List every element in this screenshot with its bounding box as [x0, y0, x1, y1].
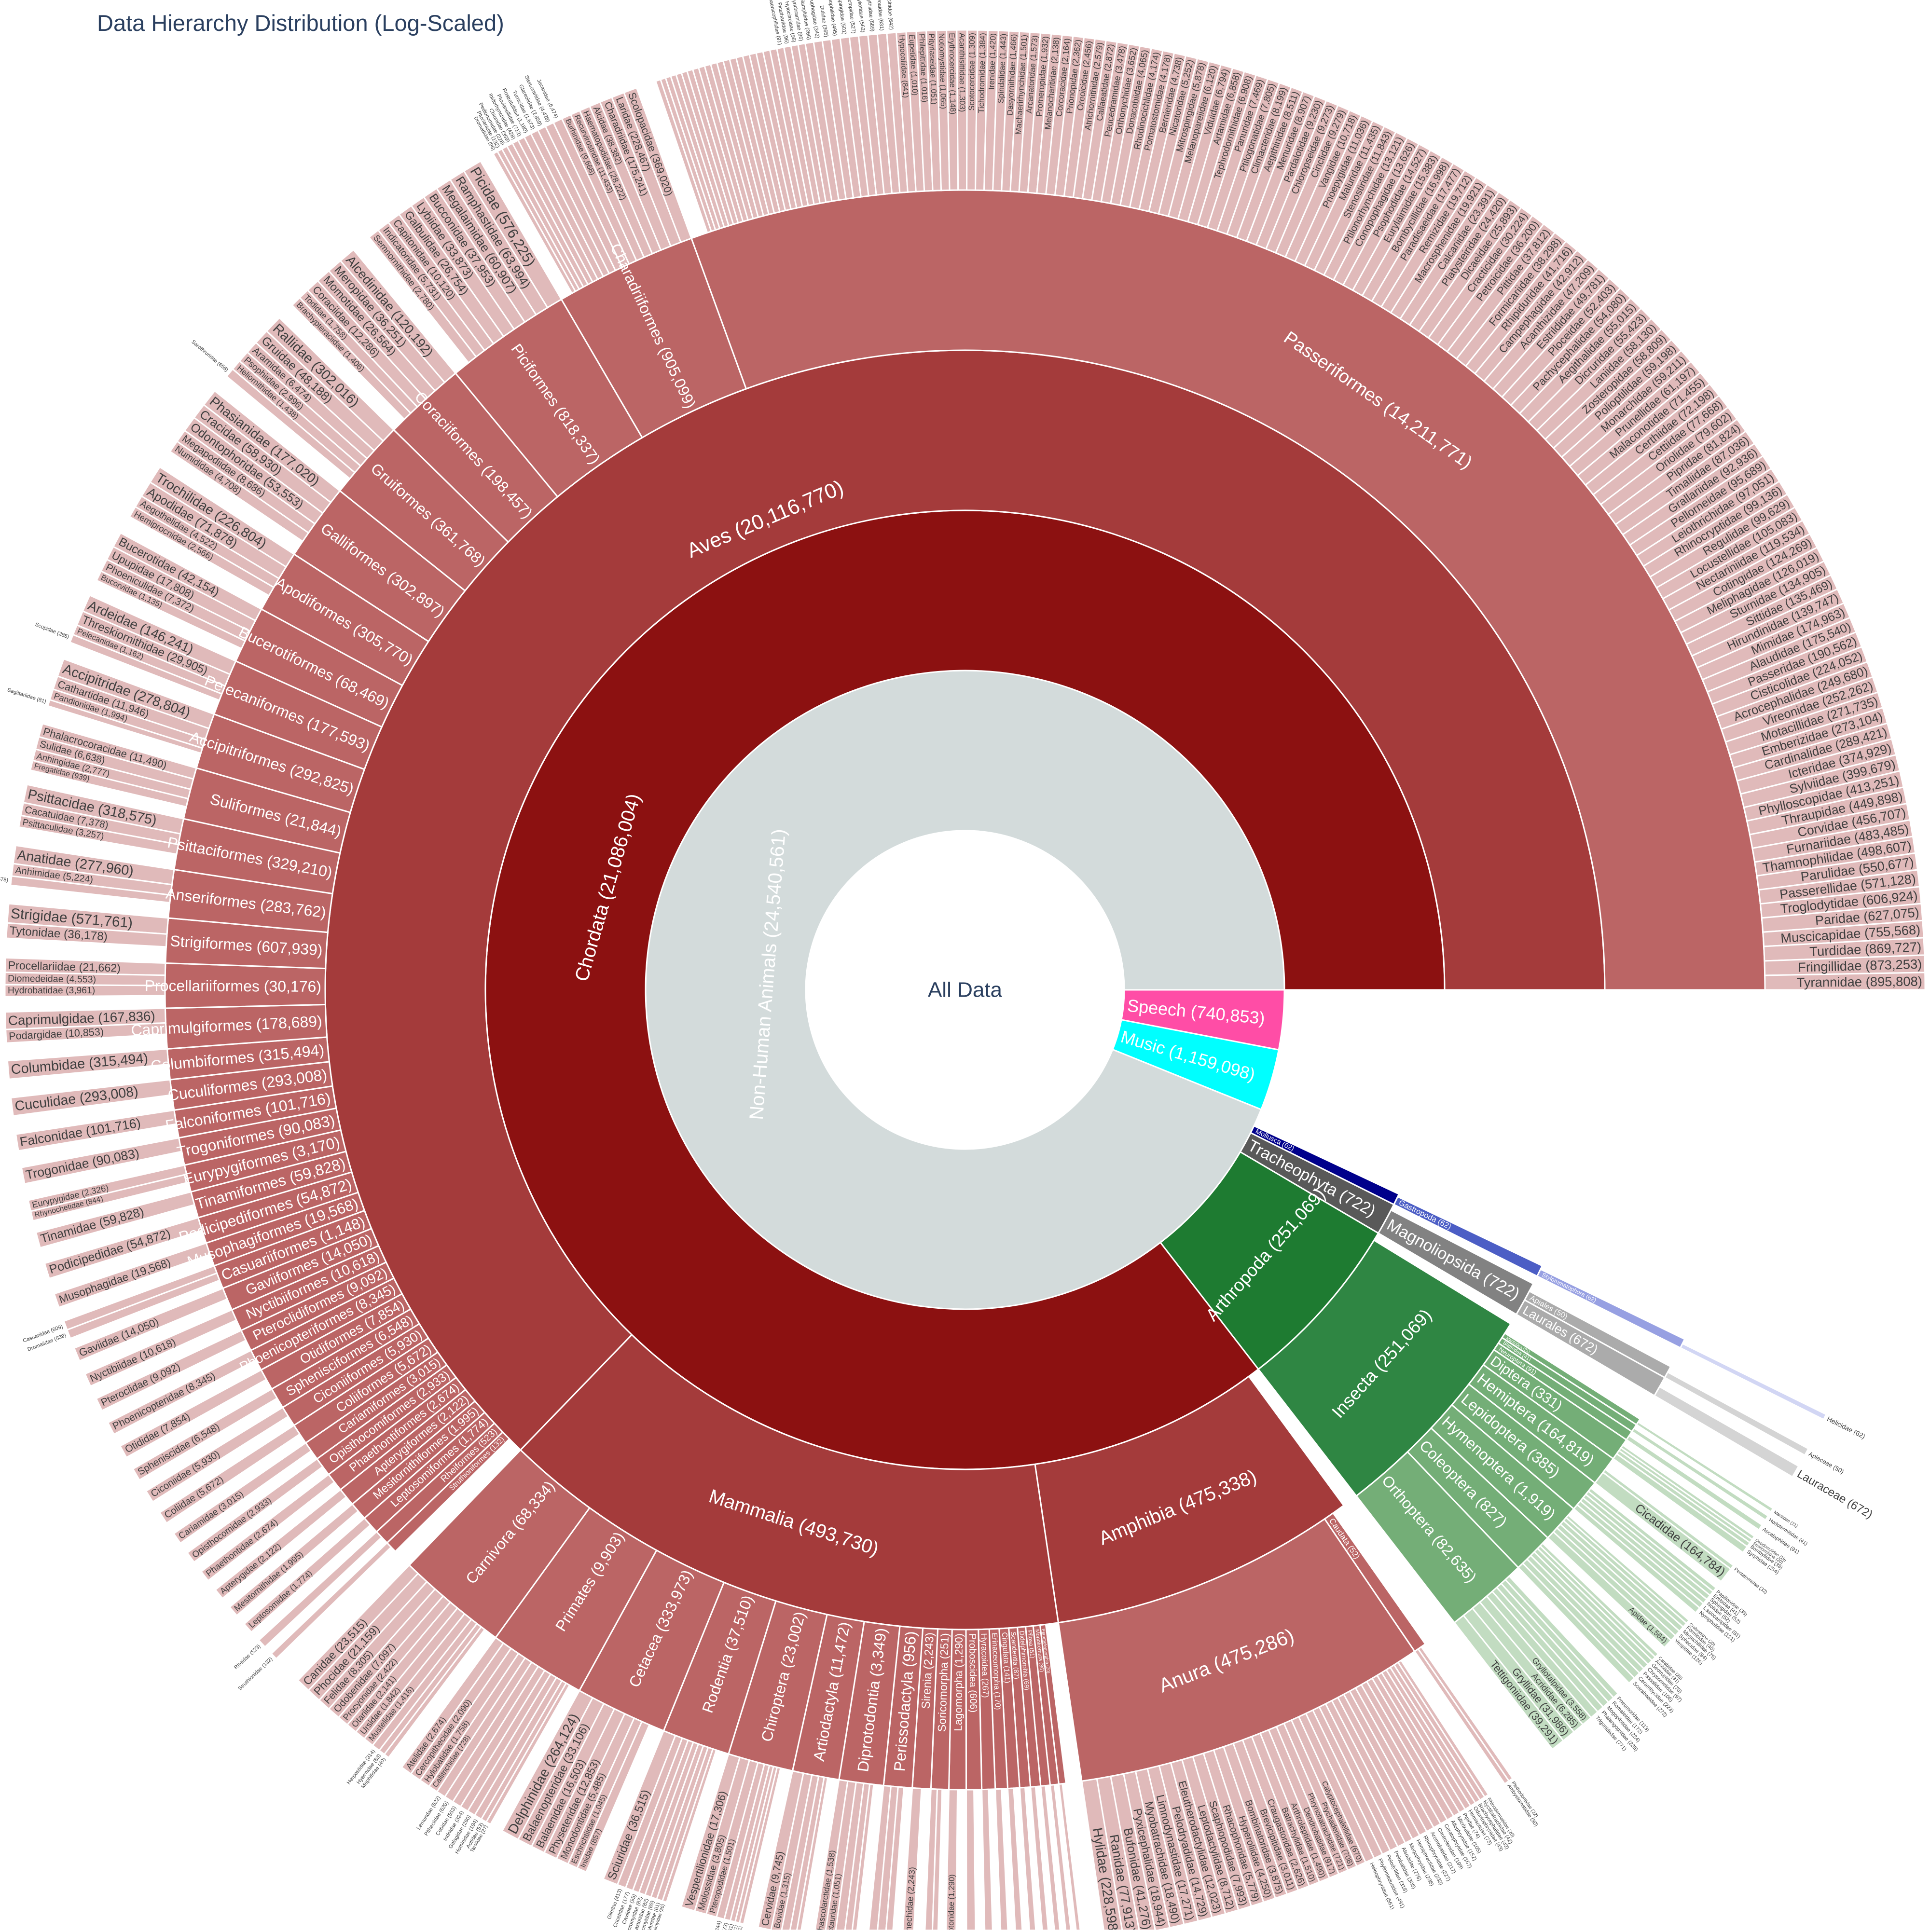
svg-text:Tyrannidae (895,808): Tyrannidae (895,808)	[1796, 974, 1922, 990]
svg-text:Pityriaseidae (1,051): Pityriaseidae (1,051)	[927, 33, 938, 105]
svg-text:Soricomorpha (251): Soricomorpha (251)	[936, 1633, 951, 1732]
svg-text:Philepittidae (1,016): Philepittidae (1,016)	[917, 34, 928, 103]
svg-text:Diomedeidae (4,553): Diomedeidae (4,553)	[8, 973, 96, 985]
svg-text:Lagomorpha (1,290): Lagomorpha (1,290)	[952, 1633, 965, 1731]
svg-text:Cingulata (141): Cingulata (141)	[1000, 1632, 1011, 1684]
svg-text:Fringillidae (873,253): Fringillidae (873,253)	[1798, 957, 1922, 975]
svg-text:Data Hierarchy Distribution (L: Data Hierarchy Distribution (Log-Scaled)	[97, 10, 504, 36]
svg-text:Hyracoidea (267): Hyracoidea (267)	[979, 1633, 991, 1698]
svg-text:Acanthisittidae (1,303): Acanthisittidae (1,303)	[958, 33, 967, 112]
svg-text:Ochotonidae (1,290): Ochotonidae (1,290)	[947, 1874, 956, 1930]
svg-text:Pilosa (51): Pilosa (51)	[1026, 1630, 1036, 1658]
svg-text:Irenidae (1,420): Irenidae (1,420)	[987, 33, 997, 90]
svg-text:Procellariiformes (30,176): Procellariiformes (30,176)	[145, 977, 322, 995]
svg-text:Procellariidae (21,662): Procellariidae (21,662)	[8, 959, 121, 974]
svg-text:Erythrocercidae (1,148): Erythrocercidae (1,148)	[947, 33, 957, 114]
svg-text:All Data: All Data	[928, 978, 1003, 1002]
svg-text:Tichodromidae (1,384): Tichodromidae (1,384)	[977, 33, 987, 113]
svg-text:Proboscidea (606): Proboscidea (606)	[967, 1633, 979, 1713]
svg-text:Scandentia (87): Scandentia (87)	[1009, 1631, 1020, 1680]
svg-text:Notiomystidae (1,065): Notiomystidae (1,065)	[937, 33, 948, 109]
svg-text:Hydrobatidae (3,961): Hydrobatidae (3,961)	[8, 986, 95, 996]
svg-text:Scotocercidae (1,309): Scotocercidae (1,309)	[967, 33, 977, 111]
